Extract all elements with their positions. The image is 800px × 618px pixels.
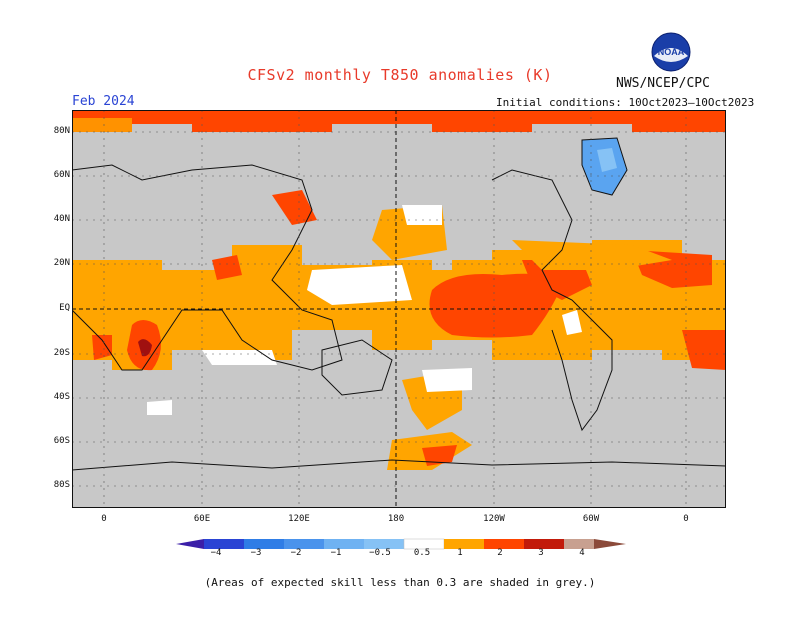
lat-label-80s: 80S [53, 480, 70, 490]
colorbar-label-m2: −2 [290, 548, 302, 558]
agency-label: NWS/NCEP/CPC [616, 76, 710, 91]
arctic-warm-band [72, 110, 726, 132]
pacific-strong-warm [429, 273, 562, 338]
lon-label-180: 180 [387, 514, 405, 524]
lat-label-eq: EQ [59, 303, 70, 313]
colorbar-label-p05: 0.5 [413, 548, 431, 558]
skill-footnote: (Areas of expected skill less than 0.3 a… [204, 576, 596, 589]
colorbar-label-m4: −4 [210, 548, 222, 558]
colorbar-label-p3: 3 [538, 548, 544, 558]
lon-label-120w: 120W [483, 514, 505, 524]
colorbar-label-m3: −3 [250, 548, 262, 558]
colorbar-label-m1: −1 [330, 548, 342, 558]
lat-label-60n: 60N [53, 170, 70, 180]
initial-conditions: Initial conditions: 10Oct2023–10Oct2023 [496, 96, 755, 109]
lon-label-0-east: 0 [683, 514, 689, 524]
noaa-logo: NOAA [651, 32, 691, 72]
lon-label-120e: 120E [288, 514, 310, 524]
lat-label-80n: 80N [53, 126, 70, 136]
lat-label-20n: 20N [53, 258, 70, 268]
colorbar-label-p1: 1 [457, 548, 463, 558]
lat-label-20s: 20S [53, 348, 70, 358]
lat-label-40s: 40S [53, 392, 70, 402]
colorbar-label-m05: −0.5 [369, 548, 391, 558]
lon-label-60w: 60W [582, 514, 600, 524]
colorbar-label-p4: 4 [579, 548, 585, 558]
anomaly-map [72, 110, 726, 508]
map-title: CFSv2 monthly T850 anomalies (K) [247, 66, 553, 84]
lon-label-0-west: 0 [101, 514, 107, 524]
svg-text:NOAA: NOAA [658, 47, 685, 57]
colorbar [176, 538, 626, 550]
colorbar-label-p2: 2 [497, 548, 503, 558]
lat-label-40n: 40N [53, 214, 70, 224]
lat-label-60s: 60S [53, 436, 70, 446]
forecast-month: Feb 2024 [72, 94, 135, 109]
lon-label-60e: 60E [193, 514, 211, 524]
